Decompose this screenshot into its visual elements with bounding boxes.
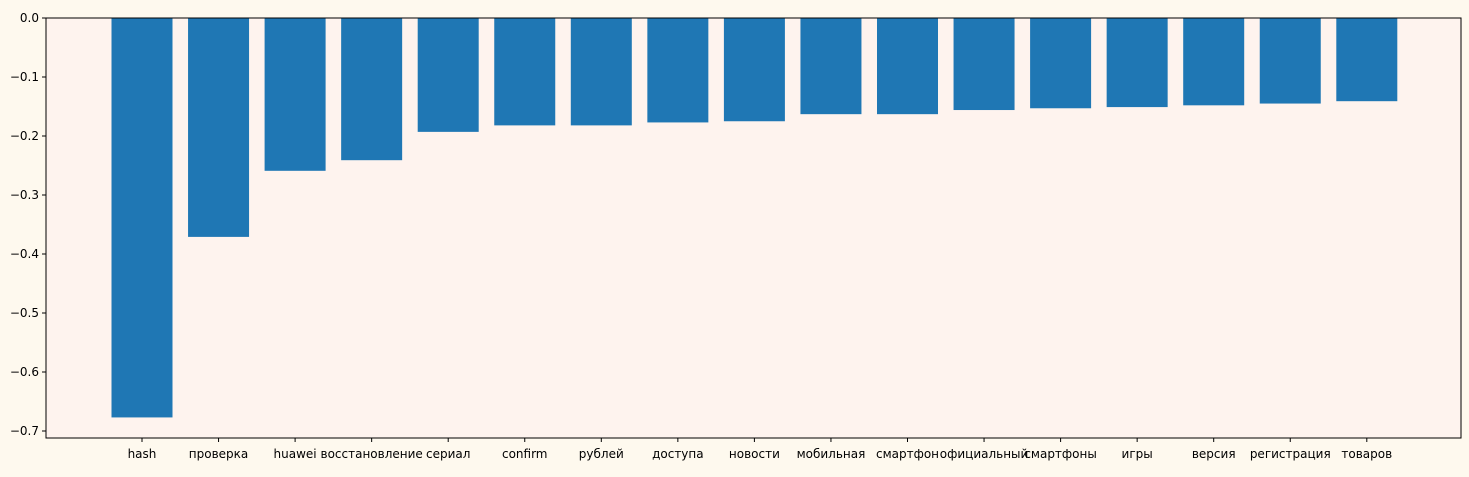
bar-1 bbox=[188, 18, 250, 237]
x-tick-label: игры bbox=[1122, 447, 1153, 461]
x-tick-label: hash bbox=[128, 447, 157, 461]
y-tick-label: −0.2 bbox=[10, 129, 39, 143]
bar-6 bbox=[570, 18, 632, 126]
x-tick-label: версия bbox=[1192, 447, 1236, 461]
x-axis-ticks: hash проверка huawei восстановление сериал co… bbox=[128, 438, 1392, 461]
bar-5 bbox=[494, 18, 556, 126]
x-tick-label: сериал bbox=[426, 447, 470, 461]
bar-15 bbox=[1259, 18, 1321, 104]
bar-16 bbox=[1336, 18, 1398, 102]
x-tick-label: мобильная bbox=[797, 447, 866, 461]
x-tick-label: рублей bbox=[579, 447, 624, 461]
bar-3 bbox=[341, 18, 403, 161]
bar-12 bbox=[1030, 18, 1092, 109]
bar-7 bbox=[647, 18, 709, 123]
bar-13 bbox=[1106, 18, 1168, 108]
x-tick-label: официальный bbox=[940, 447, 1029, 461]
x-tick-label: huawei bbox=[274, 447, 317, 461]
bar-14 bbox=[1183, 18, 1245, 106]
y-tick-label: −0.5 bbox=[10, 306, 39, 320]
y-tick-label: −0.1 bbox=[10, 70, 39, 84]
bar-11 bbox=[953, 18, 1015, 111]
y-axis-ticks: 0.0 −0.1 −0.2 −0.3 −0.4 −0.5 −0.6 −0.7 bbox=[10, 11, 46, 438]
x-tick-label: новости bbox=[729, 447, 780, 461]
y-tick-label: −0.6 bbox=[10, 365, 39, 379]
bar-0 bbox=[111, 18, 173, 418]
x-tick-label: проверка bbox=[189, 447, 248, 461]
bar-8 bbox=[723, 18, 785, 122]
bars-group bbox=[111, 18, 1398, 418]
bar-2 bbox=[264, 18, 326, 171]
bar-4 bbox=[417, 18, 479, 132]
bar-9 bbox=[800, 18, 862, 115]
x-tick-label: восстановление bbox=[321, 447, 423, 461]
axes-frame bbox=[45, 17, 1462, 439]
bar-10 bbox=[877, 18, 938, 115]
y-tick-label: −0.4 bbox=[10, 247, 39, 261]
y-tick-label: 0.0 bbox=[20, 11, 39, 25]
x-tick-label: регистрация bbox=[1250, 447, 1331, 461]
x-tick-label: товаров bbox=[1341, 447, 1392, 461]
y-tick-label: −0.7 bbox=[10, 424, 39, 438]
x-tick-label: confirm bbox=[502, 447, 548, 461]
x-tick-label: смартфон bbox=[876, 447, 939, 461]
y-tick-label: −0.3 bbox=[10, 188, 39, 202]
x-tick-label: смартфоны bbox=[1024, 447, 1097, 461]
x-tick-label: доступа bbox=[652, 447, 704, 461]
